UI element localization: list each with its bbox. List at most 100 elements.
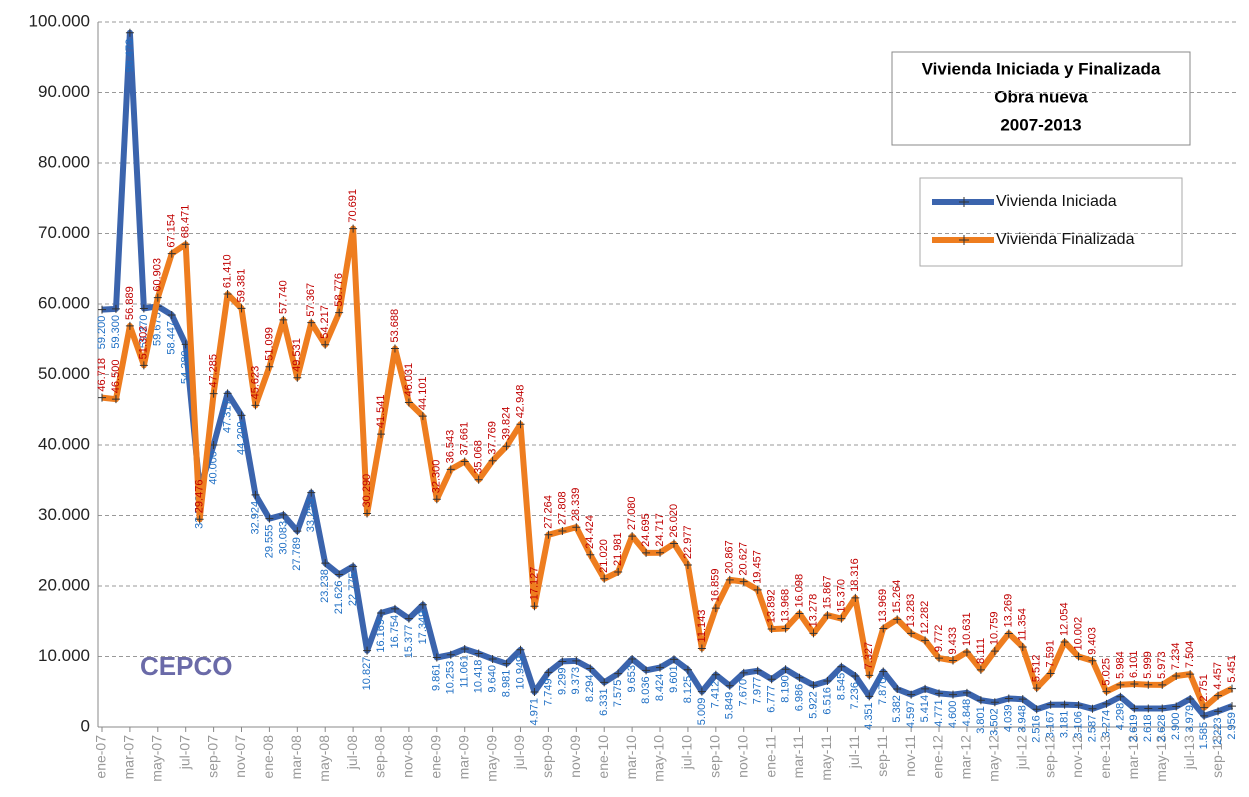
data-label: 53.688 <box>389 309 401 343</box>
x-tick-label: mar-10 <box>623 735 639 780</box>
data-label: 60.903 <box>152 258 164 292</box>
data-label: 5.999 <box>1142 651 1154 679</box>
y-tick-label: 50.000 <box>38 364 90 383</box>
data-label: 2.959 <box>1226 712 1238 740</box>
point-marker <box>1116 680 1125 689</box>
data-label: 5.009 <box>696 698 708 726</box>
data-label: 56.889 <box>124 286 136 320</box>
point-marker <box>223 389 232 398</box>
data-label: 47.285 <box>208 354 220 388</box>
point-marker <box>976 696 985 705</box>
point-marker <box>111 395 120 404</box>
point-marker <box>1088 704 1097 713</box>
point-marker <box>544 668 553 677</box>
title-box <box>891 51 1191 146</box>
point-marker <box>474 649 483 658</box>
point-marker <box>823 611 832 620</box>
point-marker <box>558 657 567 666</box>
point-marker <box>781 665 790 674</box>
point-marker <box>739 668 748 677</box>
data-label: 16.169 <box>375 619 387 653</box>
x-tick-label: nov-11 <box>902 735 918 777</box>
x-tick-label: sep-08 <box>372 735 388 778</box>
data-label: 9.373 <box>570 667 582 695</box>
x-tick-label: sep-10 <box>707 735 723 778</box>
x-tick-label: sep-12 <box>1041 735 1057 778</box>
point-marker <box>823 677 832 686</box>
data-label: 3.502 <box>989 708 1001 736</box>
data-label: 68.471 <box>180 205 192 239</box>
x-tick-label: sep-09 <box>539 735 555 778</box>
x-tick-label: may-08 <box>316 735 332 782</box>
data-label: 5.025 <box>1100 658 1112 686</box>
data-label: 51.302 <box>138 326 150 360</box>
x-tick-label: sep-07 <box>204 735 220 778</box>
point-marker <box>460 645 469 654</box>
x-tick-label: mar-13 <box>1125 735 1141 780</box>
point-marker <box>711 604 720 613</box>
y-tick-label: 60.000 <box>38 293 90 312</box>
point-marker <box>125 321 134 330</box>
point-marker <box>460 457 469 466</box>
point-marker <box>139 304 148 313</box>
legend-marker <box>959 235 969 245</box>
data-label: 9.772 <box>933 625 945 653</box>
data-label: 58.776 <box>333 273 345 307</box>
data-label: 6.331 <box>598 688 610 716</box>
point-marker <box>572 523 581 532</box>
y-tick-label: 100.000 <box>29 11 90 30</box>
data-label: 7.412 <box>710 681 722 709</box>
x-tick-label: sep-11 <box>874 735 890 777</box>
point-marker <box>628 654 637 663</box>
point-marker <box>377 609 386 618</box>
data-label: 10.253 <box>445 661 457 695</box>
data-label: 49.531 <box>291 338 303 372</box>
point-marker <box>628 532 637 541</box>
x-tick-label: jul-07 <box>176 735 192 770</box>
point-marker <box>293 527 302 536</box>
data-label: 44.101 <box>417 376 429 410</box>
point-marker <box>544 530 553 539</box>
data-label: 8.036 <box>640 676 652 704</box>
data-label: 4.457 <box>1212 662 1224 690</box>
point-marker <box>948 656 957 665</box>
point-marker <box>990 647 999 656</box>
data-label: 5.984 <box>1114 651 1126 679</box>
data-label: 3.274 <box>1100 710 1112 738</box>
point-marker <box>907 690 916 699</box>
point-marker <box>1032 684 1041 693</box>
data-label: 5.922 <box>807 691 819 719</box>
x-tick-label: jul-08 <box>344 735 360 770</box>
data-label: 24.695 <box>640 513 652 547</box>
data-label: 6.986 <box>793 684 805 712</box>
data-label: 7.504 <box>1184 641 1196 669</box>
data-label: 15.370 <box>835 579 847 613</box>
point-marker <box>377 430 386 439</box>
y-tick-label: 70.000 <box>38 223 90 242</box>
point-marker <box>488 456 497 465</box>
point-marker <box>614 568 623 577</box>
data-label: 23.238 <box>319 569 331 603</box>
point-marker <box>390 344 399 353</box>
point-marker <box>656 548 665 557</box>
data-label: 16.859 <box>710 568 722 602</box>
point-marker <box>1046 700 1055 709</box>
point-marker <box>1144 704 1153 713</box>
data-label: 10.759 <box>989 611 1001 645</box>
point-marker <box>181 240 190 249</box>
point-marker <box>586 550 595 559</box>
data-label: 8.125 <box>682 676 694 704</box>
x-tick-label: ene-08 <box>260 735 276 779</box>
data-label: 8.294 <box>584 675 596 703</box>
x-tick-label: ene-11 <box>762 735 778 778</box>
point-marker <box>1200 703 1209 712</box>
data-label: 8.545 <box>835 673 847 701</box>
data-label: 21.020 <box>598 539 610 573</box>
data-label: 9.653 <box>626 665 638 693</box>
point-marker <box>335 570 344 579</box>
data-label: 4.039 <box>1003 705 1015 733</box>
point-marker <box>1214 691 1223 700</box>
data-label: 8.190 <box>779 675 791 703</box>
point-marker <box>642 548 651 557</box>
point-marker <box>1172 702 1181 711</box>
